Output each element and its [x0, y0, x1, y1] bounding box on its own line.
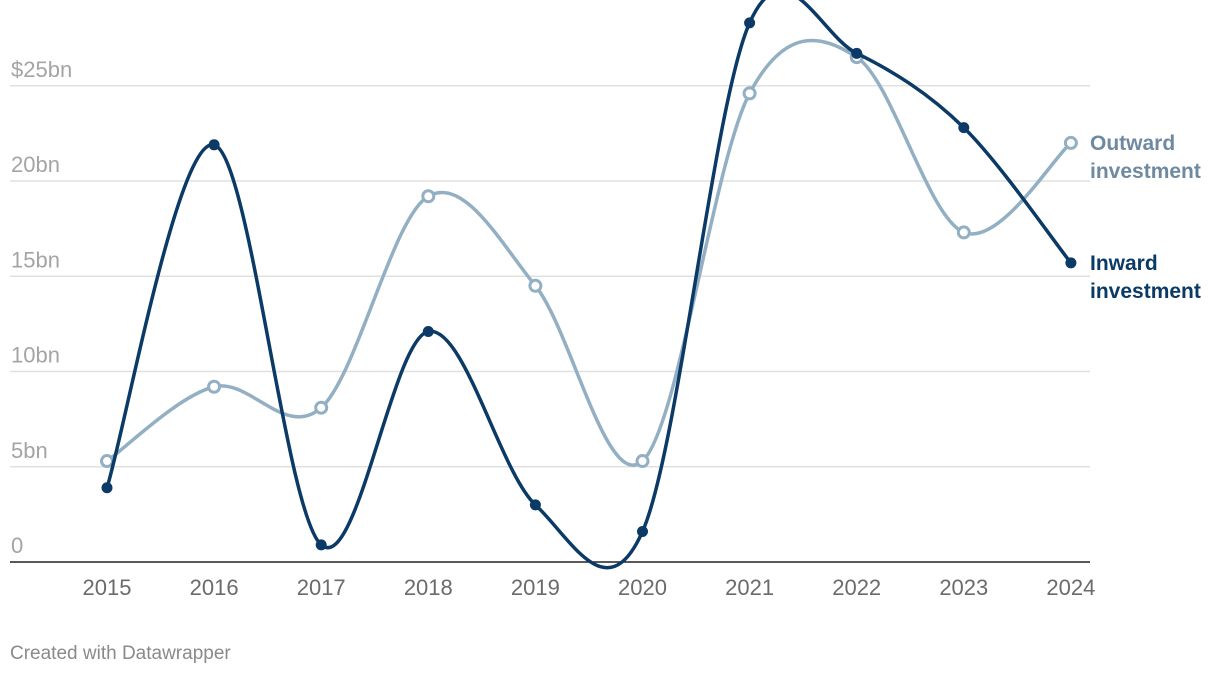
- x-tick-label: 2021: [725, 575, 774, 600]
- inward-investment-label: Inward: [1090, 252, 1158, 275]
- y-axis-ticks: 0 5bn 10bn 15bn 20bn $25bn: [11, 57, 72, 558]
- x-tick-label: 2024: [1046, 575, 1095, 600]
- y-tick-label: 5bn: [11, 438, 48, 463]
- outward-investment-point: [421, 189, 436, 204]
- x-tick-label: 2015: [83, 575, 132, 600]
- footer-credit: Created with Datawrapper: [10, 643, 231, 664]
- x-tick-label: 2022: [832, 575, 881, 600]
- y-tick-label: 0: [11, 533, 23, 558]
- outward-investment-point: [314, 400, 329, 415]
- outward-investment-point: [528, 278, 543, 293]
- series-labels: Outward investment Inward investment: [1090, 132, 1201, 303]
- inward-investment-point: [529, 499, 541, 511]
- inward-investment-point: [637, 526, 648, 538]
- outward-investment-point: [635, 454, 650, 469]
- inward-investment-label: investment: [1090, 280, 1201, 303]
- inward-investment-point: [744, 17, 756, 29]
- outward-investment-point: [956, 225, 971, 240]
- x-tick-label: 2020: [618, 575, 667, 600]
- x-tick-label: 2023: [939, 575, 988, 600]
- x-tick-label: 2017: [297, 575, 346, 600]
- inward-investment-point: [315, 539, 327, 551]
- outward-investment-point: [1063, 135, 1078, 150]
- y-tick-label: 20bn: [11, 152, 60, 177]
- outward-investment-label: Outward: [1090, 132, 1175, 155]
- y-tick-label: $25bn: [11, 57, 72, 82]
- inward-investment-point: [422, 325, 434, 337]
- outward-investment-point: [742, 86, 757, 101]
- outward-investment-point: [100, 454, 114, 469]
- x-tick-label: 2018: [404, 575, 453, 600]
- x-tick-label: 2016: [190, 575, 239, 600]
- inward-investment-point: [958, 122, 970, 134]
- outward-investment-label: investment: [1090, 160, 1201, 183]
- grid-lines: [10, 85, 1090, 468]
- inward-investment-point: [208, 139, 220, 151]
- y-tick-label: 10bn: [11, 343, 60, 368]
- inward-investment-point: [1065, 257, 1077, 269]
- x-axis-ticks: 2015 2016 2017 2018 2019 2020 2021 2022 2023 2024: [83, 575, 1096, 600]
- outward-investment-point: [207, 379, 222, 394]
- y-tick-label: 15bn: [11, 247, 60, 272]
- outward-investment-line: [106, 38, 1073, 467]
- series-layer: [100, 0, 1078, 570]
- inward-investment-point: [851, 47, 863, 59]
- inward-investment-point: [101, 482, 113, 494]
- x-tick-label: 2019: [511, 575, 560, 600]
